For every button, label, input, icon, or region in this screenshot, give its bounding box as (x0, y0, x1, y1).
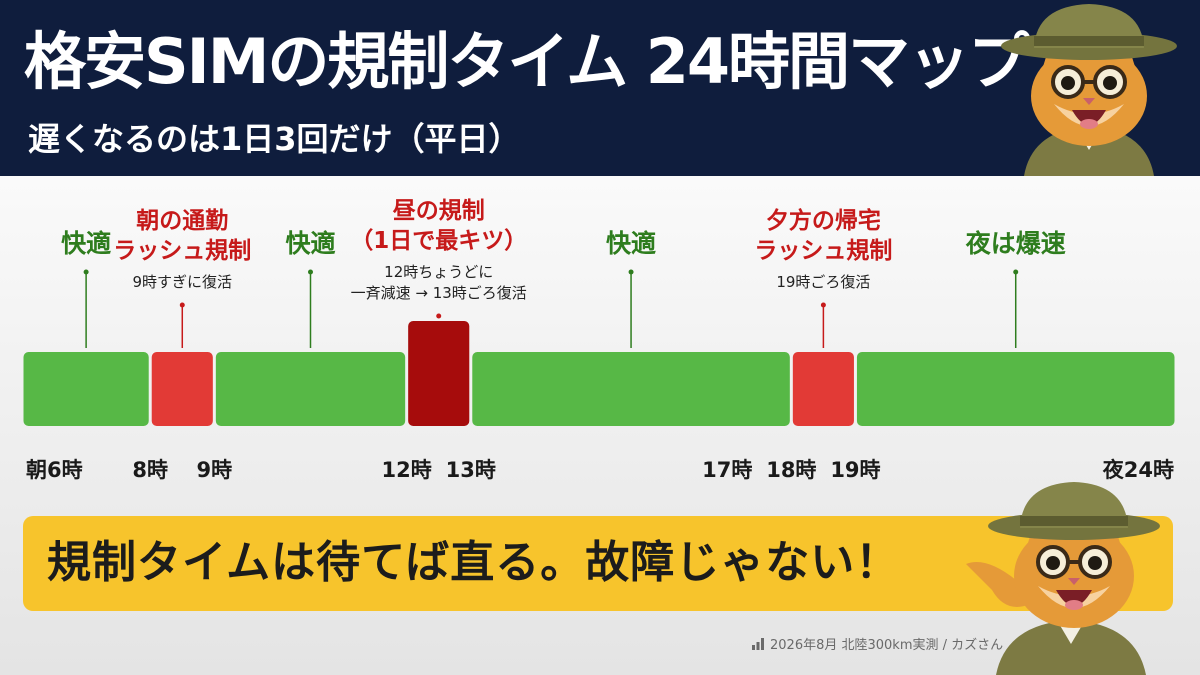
segment-4-comfortable (472, 352, 790, 426)
tick-label-8: 夜24時 (1102, 458, 1174, 482)
segment-note-1: 9時すぎに復活 (62, 272, 302, 293)
segment-label-line: 夕方の帰宅 (765, 208, 881, 234)
segment-label-line: ラッシュ規制 (113, 238, 252, 264)
segment-0-comfortable (23, 352, 149, 426)
cat-mascot-explorer-icon (1001, 4, 1177, 176)
segment-6-fast (856, 352, 1175, 426)
segment-label-line: 快適 (606, 229, 657, 258)
segment-label-5: 夕方の帰宅ラッシュ規制 (703, 206, 943, 266)
header: 格安SIMの規制タイム 24時間マップ 遅くなるのは1日3回だけ（平日） (0, 0, 1200, 176)
segment-label-line: 夜は爆速 (965, 229, 1066, 258)
segment-label-line: 昼の規制 (392, 198, 485, 224)
segment-3-severe (408, 321, 470, 426)
segment-1-throttled (151, 352, 213, 426)
bar-chart-icon (752, 638, 764, 650)
segment-label-4: 快適 (511, 228, 751, 260)
segment-label-line: 朝の通勤 (136, 208, 229, 234)
segment-2-comfortable (215, 352, 406, 426)
segment-note-line: 12時ちょうどに (384, 263, 494, 281)
segment-label-line: 快適 (61, 229, 112, 258)
segment-label-3: 昼の規制 （1日で最キツ） (319, 196, 559, 256)
segment-label-line: ラッシュ規制 (754, 238, 893, 264)
callout-dot-0 (83, 269, 89, 275)
tick-label-3: 12時 (381, 458, 432, 482)
callout-dot-5 (820, 302, 826, 308)
timeline-chart (23, 269, 1175, 426)
tick-label-0: 朝6時 (26, 458, 83, 482)
segment-label-line: 快適 (285, 229, 336, 258)
segment-label-2: 快適 (191, 228, 431, 260)
segment-label-line: （1日で最キツ） (350, 228, 528, 254)
callout-dot-4 (628, 269, 634, 275)
cat-mascot-pointing-icon (966, 482, 1160, 675)
tick-label-2: 9時 (196, 458, 233, 482)
tick-label-6: 18時 (766, 458, 817, 482)
segment-note-line: 9時すぎに復活 (132, 273, 233, 291)
segment-note-line: 19時ごろ復活 (776, 273, 871, 291)
message-text: 規制タイムは待てば直る。故障じゃない！ (47, 537, 901, 588)
callout-dot-3 (436, 313, 442, 319)
page-subtitle: 遅くなるのは1日3回だけ（平日） (28, 120, 521, 158)
tick-label-1: 8時 (132, 458, 169, 482)
segment-label-1: 朝の通勤ラッシュ規制 (62, 206, 302, 266)
callout-dot-1 (179, 302, 185, 308)
segment-label-6: 夜は爆速 (896, 228, 1136, 260)
credit-line: 2026年8月 北陸300km実測 / カズさん (752, 637, 1003, 655)
tick-label-4: 13時 (445, 458, 496, 482)
segment-label-0: 快適 (0, 228, 206, 260)
segment-note-3: 12時ちょうどに一斉減速 → 13時ごろ復活 (319, 262, 559, 304)
tick-label-5: 17時 (702, 458, 753, 482)
main-area: 快適 朝の通勤 ラッシュ規制 9時すぎに復活 快適 昼の規制 （1日で最キツ） 12時ちょうど… (0, 176, 1200, 675)
page-title: 格安SIMの規制タイム 24時間マップ (24, 25, 1030, 98)
message-banner: 規制タイムは待てば直る。故障じゃない！ (23, 516, 1173, 611)
segment-note-line: 一斉減速 → 13時ごろ復活 (350, 284, 527, 302)
credit-text: 2026年8月 北陸300km実測 / カズさん (770, 638, 1004, 653)
callout-dot-2 (308, 269, 313, 275)
segment-5-throttled (792, 352, 854, 426)
segment-note-5: 19時ごろ復活 (703, 272, 943, 293)
callout-dot-6 (1013, 269, 1019, 275)
tick-label-7: 19時 (830, 458, 881, 482)
